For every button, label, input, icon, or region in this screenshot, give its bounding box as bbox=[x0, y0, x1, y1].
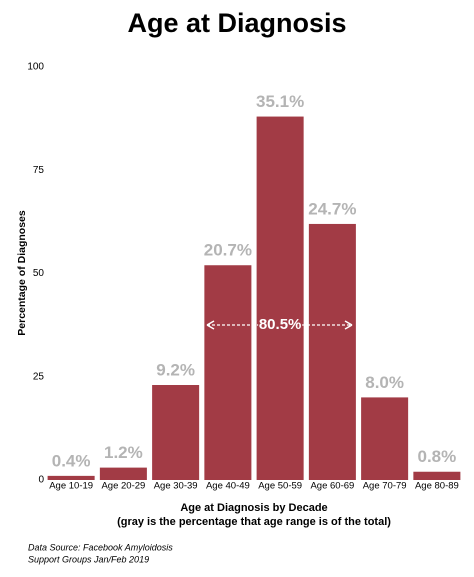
share-label: 0.4% bbox=[52, 451, 91, 470]
x-axis-note: (gray is the percentage that age range i… bbox=[117, 516, 391, 528]
y-tick-label: 100 bbox=[27, 62, 44, 73]
arrow-heads bbox=[206, 320, 353, 330]
y-axis-label: Percentage of Diagnoses bbox=[16, 210, 28, 336]
share-label: 24.7% bbox=[308, 199, 356, 218]
bar bbox=[413, 471, 461, 480]
x-tick-label: Age 60-69 bbox=[310, 481, 354, 492]
x-tick-label: Age 50-59 bbox=[258, 481, 302, 492]
bar bbox=[361, 397, 409, 480]
share-label: 0.8% bbox=[418, 447, 457, 466]
bar bbox=[47, 475, 95, 480]
y-tick-label: 75 bbox=[33, 165, 45, 176]
chart-title: Age at Diagnosis bbox=[127, 8, 346, 38]
share-label: 8.0% bbox=[365, 373, 404, 392]
x-axis-label: Age at Diagnosis by Decade bbox=[180, 502, 327, 514]
bar bbox=[152, 385, 200, 480]
x-tick-label: Age 70-79 bbox=[363, 481, 407, 492]
bar bbox=[204, 265, 252, 480]
y-tick-label: 0 bbox=[38, 475, 44, 486]
bar bbox=[99, 467, 147, 480]
x-tick-label: Age 80-89 bbox=[415, 481, 459, 492]
bar bbox=[308, 223, 356, 480]
source: Support Groups Jan/Feb 2019 bbox=[28, 554, 149, 564]
x-tick-label: Age 10-19 bbox=[49, 481, 93, 492]
x-tick-label: Age 20-29 bbox=[101, 481, 145, 492]
y-tick-label: 25 bbox=[33, 371, 45, 382]
bar bbox=[256, 116, 304, 480]
source: Data Source: Facebook Amyloidosis bbox=[28, 542, 173, 552]
share-label: 9.2% bbox=[156, 360, 195, 379]
share-label: 35.1% bbox=[256, 92, 304, 111]
x-tick-label: Age 40-49 bbox=[206, 481, 250, 492]
share-label: 20.7% bbox=[204, 241, 252, 260]
annotation-bg bbox=[258, 316, 303, 334]
y-tick-label: 50 bbox=[33, 268, 45, 279]
x-tick-label: Age 30-39 bbox=[154, 481, 198, 492]
share-label: 1.2% bbox=[104, 443, 143, 462]
annotation: 80.5% bbox=[259, 316, 302, 333]
